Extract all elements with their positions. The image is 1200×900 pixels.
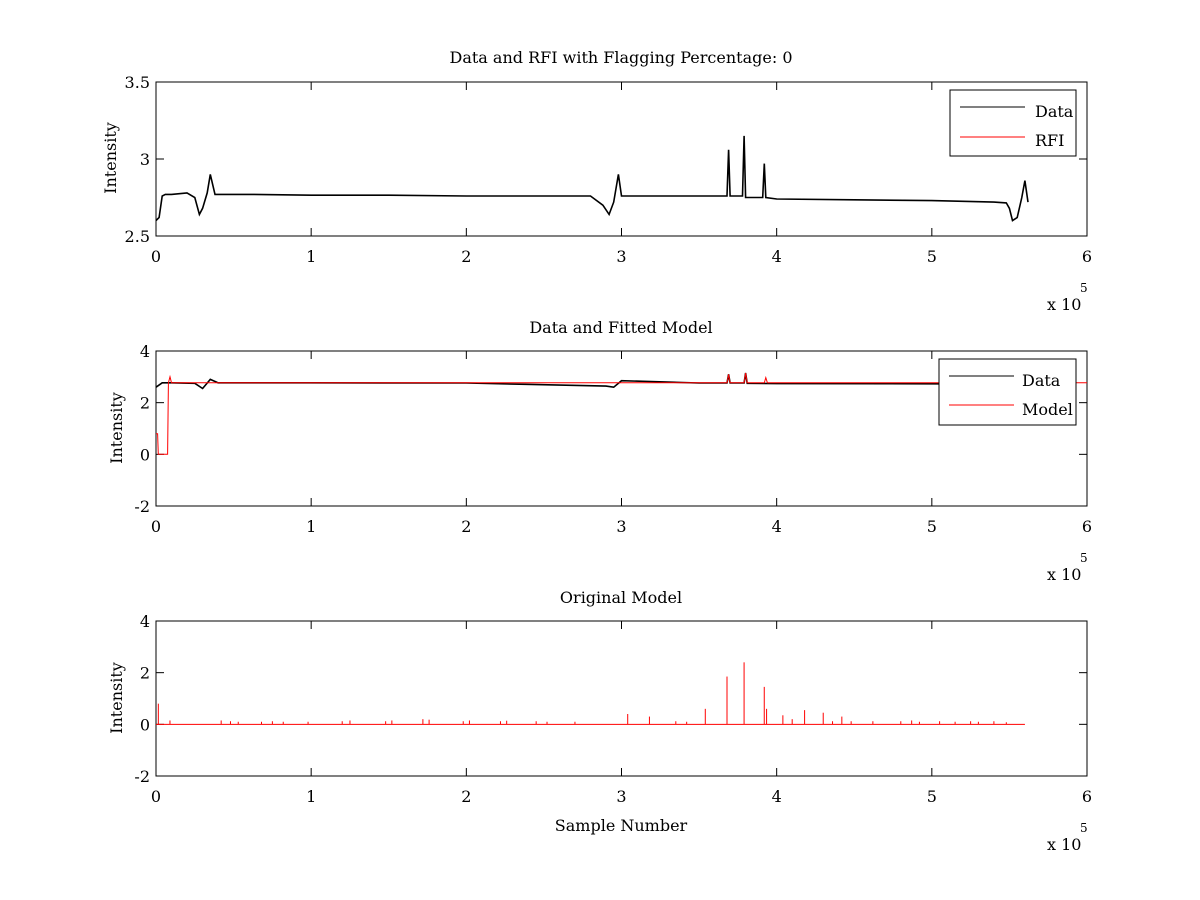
x-tick-label: 0 <box>151 787 161 806</box>
x-exponent-power: 5 <box>1080 281 1088 295</box>
x-tick-label: 6 <box>1082 517 1092 536</box>
legend: Data RFI <box>949 89 1077 157</box>
x-exponent-base: x 10 <box>1047 565 1081 584</box>
y-axis-label: Intensity <box>107 392 126 464</box>
x-tick-label: 5 <box>927 247 937 266</box>
x-tick-label: 4 <box>772 247 782 266</box>
legend-entry-data: Data <box>1035 102 1074 121</box>
y-tick-label: 4 <box>140 612 150 631</box>
legend: Data Model <box>938 358 1077 426</box>
x-tick-label: 2 <box>461 517 471 536</box>
legend-entry-rfi: RFI <box>1035 131 1064 150</box>
x-tick-label: 4 <box>772 517 782 536</box>
y-tick-label: 2 <box>140 664 150 683</box>
series-line-model <box>156 372 1087 455</box>
x-tick-label: 1 <box>306 517 316 536</box>
x-axis-label: Sample Number <box>555 816 688 835</box>
x-exponent-power: 5 <box>1080 551 1088 565</box>
x-exponent-power: 5 <box>1080 821 1088 835</box>
y-axis-label: Intensity <box>107 662 126 734</box>
x-tick-label: 6 <box>1082 787 1092 806</box>
x-tick-label: 2 <box>461 247 471 266</box>
panel-title: Data and RFI with Flagging Percentage: 0 <box>449 48 792 67</box>
y-tick-label: 2 <box>140 394 150 413</box>
x-exponent-base: x 10 <box>1047 835 1081 854</box>
y-tick-label: 3 <box>140 150 150 169</box>
legend-entry-data: Data <box>1022 371 1061 390</box>
plot-area: 0 1 2 3 4 5 6 2.5 3 3.5 <box>125 73 1093 266</box>
x-tick-label: 3 <box>616 517 626 536</box>
x-tick-label: 1 <box>306 247 316 266</box>
y-tick-label: -2 <box>134 497 150 516</box>
x-tick-label: 6 <box>1082 247 1092 266</box>
panel-data-and-rfi: Data and RFI with Flagging Percentage: 0… <box>101 48 1092 314</box>
x-tick-label: 4 <box>772 787 782 806</box>
legend-box <box>938 358 1077 426</box>
x-exponent-base: x 10 <box>1047 295 1081 314</box>
series-line-data <box>155 135 1029 222</box>
y-tick-label: 4 <box>140 342 150 361</box>
y-axis-label: Intensity <box>101 122 120 194</box>
y-tick-label: 0 <box>140 445 150 464</box>
x-tick-label: 5 <box>927 787 937 806</box>
x-tick-label: 0 <box>151 517 161 536</box>
y-tick-label: -2 <box>134 767 150 786</box>
x-tick-label: 3 <box>616 787 626 806</box>
x-tick-label: 3 <box>616 247 626 266</box>
y-tick-label: 0 <box>140 715 150 734</box>
x-tick-label: 0 <box>151 247 161 266</box>
x-tick-label: 2 <box>461 787 471 806</box>
x-tick-label: 1 <box>306 787 316 806</box>
y-tick-label: 2.5 <box>125 227 150 246</box>
legend-entry-model: Model <box>1022 400 1073 419</box>
panel-data-and-fitted-model: Data and Fitted Model Intensity 0 1 2 3 4 5 6 -… <box>107 318 1092 584</box>
x-tick-label: 5 <box>927 517 937 536</box>
legend-box <box>949 89 1077 157</box>
y-tick-label: 3.5 <box>125 73 150 92</box>
panel-title: Original Model <box>560 588 682 607</box>
panel-title: Data and Fitted Model <box>529 318 712 337</box>
